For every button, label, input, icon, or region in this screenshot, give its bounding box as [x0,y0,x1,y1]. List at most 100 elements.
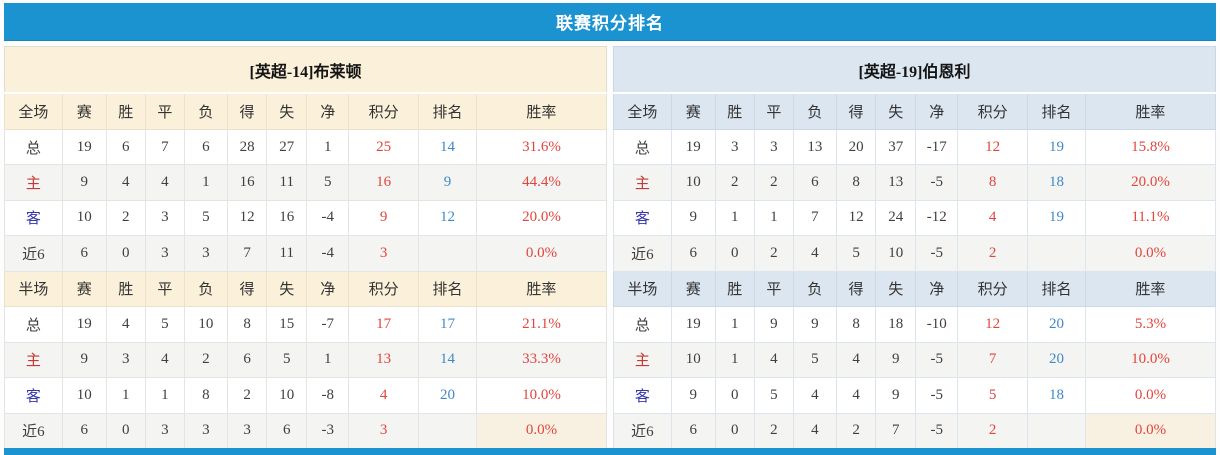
points-cell: 25 [348,128,420,166]
goals-against-cell: 9 [875,341,917,379]
wins-cell: 3 [714,128,755,166]
rank-cell: 20 [1027,341,1086,379]
table-row: 主 10 2 2 6 8 13 -5 8 18 20.0% [613,164,1217,201]
column-header: 负 [183,92,228,130]
team-name: [英超-14]布莱顿 [4,46,607,94]
table-row: 主 10 1 4 5 4 9 -5 7 20 10.0% [613,341,1217,379]
team-name: [英超-19]伯恩利 [613,46,1216,94]
win-rate-cell: 0.0% [475,412,608,450]
points-cell: 16 [348,164,420,201]
wins-cell: 1 [714,199,755,237]
losses-cell: 10 [183,306,228,343]
scope-header: 半场 [4,270,63,308]
games-cell: 6 [61,412,107,450]
goals-against-cell: 11 [266,164,308,201]
losses-cell: 6 [183,128,228,166]
goals-against-cell: 15 [266,306,308,343]
losses-cell: 8 [183,377,228,414]
column-header: 胜 [105,92,146,130]
draws-cell: 7 [144,128,185,166]
goal-diff-cell: -5 [915,164,959,201]
column-header: 胜率 [475,92,608,130]
column-header: 积分 [957,92,1029,130]
goal-diff-cell: -5 [915,377,959,414]
column-header: 胜率 [475,270,608,308]
row-label: 主 [4,341,63,379]
losses-cell: 2 [183,341,228,379]
stats-table: [英超-19]伯恩利 全场赛胜平负得失净积分 排名 胜率总 19 3 3 13 20 37 -17 1… [613,46,1217,450]
stats-table: [英超-14]布莱顿 全场赛胜平负得失净积分 排名 胜率总 19 6 7 6 28 27 1 25 14… [4,46,608,450]
goals-for-cell: 12 [226,199,268,237]
goal-diff-cell: -4 [306,235,350,272]
section-header-row: 全场赛胜平负得失净积分 排名 胜率 [4,92,608,130]
goals-for-cell: 2 [835,412,877,450]
points-cell: 2 [957,235,1029,272]
table-row: 总 19 3 3 13 20 37 -17 12 19 15.8% [613,128,1217,166]
column-header: 失 [266,92,308,130]
goals-for-cell: 7 [226,235,268,272]
win-rate-cell: 10.0% [1084,341,1217,379]
column-header: 排名 [1027,92,1086,130]
goals-for-cell: 4 [835,341,877,379]
table-row: 主 9 3 4 2 6 5 1 13 14 33.3% [4,341,608,379]
losses-cell: 4 [792,235,837,272]
goal-diff-cell: 5 [306,164,350,201]
losses-cell: 9 [792,306,837,343]
rank-cell: 20 [418,377,477,414]
goal-diff-cell: -10 [915,306,959,343]
goals-for-cell: 28 [226,128,268,166]
column-header: 净 [306,92,350,130]
losses-cell: 6 [792,164,837,201]
goals-against-cell: 16 [266,199,308,237]
column-header: 平 [144,270,185,308]
goals-against-cell: 37 [875,128,917,166]
games-cell: 10 [61,377,107,414]
column-header: 平 [753,92,794,130]
goal-diff-cell: -12 [915,199,959,237]
row-label: 总 [4,128,63,166]
points-cell: 3 [348,235,420,272]
wins-cell: 0 [714,377,755,414]
rank-cell: 9 [418,164,477,201]
rank-cell: 14 [418,128,477,166]
win-rate-cell: 15.8% [1084,128,1217,166]
goals-against-cell: 6 [266,412,308,450]
column-header: 得 [835,270,877,308]
goals-against-cell: 27 [266,128,308,166]
goal-diff-cell: -3 [306,412,350,450]
column-header: 积分 [957,270,1029,308]
games-cell: 19 [670,306,716,343]
points-cell: 12 [957,128,1029,166]
column-header: 胜率 [1084,92,1217,130]
points-cell: 3 [348,412,420,450]
losses-cell: 5 [792,341,837,379]
wins-cell: 1 [714,341,755,379]
draws-cell: 3 [753,128,794,166]
table-row: 客 9 0 5 4 4 9 -5 5 18 0.0% [613,377,1217,414]
goals-for-cell: 8 [226,306,268,343]
page-title: 联赛积分排名 [556,14,664,33]
scope-header: 全场 [4,92,63,130]
rank-cell: 12 [418,199,477,237]
goals-for-cell: 3 [226,412,268,450]
wins-cell: 0 [105,412,146,450]
draws-cell: 2 [753,235,794,272]
row-label: 近6 [613,235,672,272]
column-header: 积分 [348,92,420,130]
column-header: 负 [183,270,228,308]
win-rate-cell: 44.4% [475,164,608,201]
home-team-table: [英超-14]布莱顿 全场赛胜平负得失净积分 排名 胜率总 19 6 7 6 28 27 1 25 14… [4,46,608,450]
win-rate-cell: 0.0% [1084,377,1217,414]
rank-cell [1027,412,1086,450]
games-cell: 10 [670,164,716,201]
losses-cell: 3 [183,235,228,272]
wins-cell: 1 [714,306,755,343]
goals-for-cell: 4 [835,377,877,414]
goals-against-cell: 24 [875,199,917,237]
row-label: 近6 [4,412,63,450]
row-label: 近6 [4,235,63,272]
column-header: 净 [915,270,959,308]
rank-cell [1027,235,1086,272]
goals-for-cell: 12 [835,199,877,237]
win-rate-cell: 0.0% [1084,235,1217,272]
